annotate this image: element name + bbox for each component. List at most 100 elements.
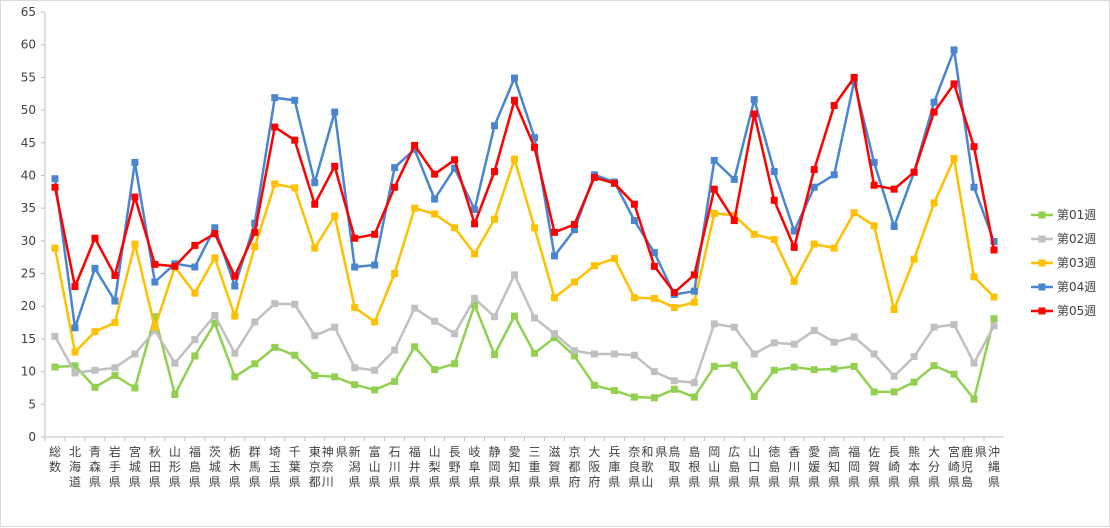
x-tick-label: 青森県	[89, 445, 101, 489]
data-point	[111, 372, 119, 380]
data-point	[311, 332, 319, 340]
data-point	[870, 388, 878, 396]
data-point	[491, 215, 499, 223]
data-point	[930, 98, 938, 106]
legend-label: 第03週	[1057, 256, 1096, 270]
series-5	[51, 73, 998, 296]
data-point	[331, 373, 339, 381]
data-point	[850, 333, 858, 341]
data-point	[351, 304, 359, 312]
x-tick-label: 愛知県	[509, 445, 521, 489]
svg-text:和歌山県: 和歌山県	[641, 445, 667, 489]
data-point	[610, 179, 618, 187]
data-point	[590, 350, 598, 358]
data-point	[610, 350, 618, 358]
data-point	[710, 185, 718, 193]
data-point	[311, 372, 319, 380]
data-point	[650, 394, 658, 402]
data-point	[610, 387, 618, 395]
data-point	[71, 369, 79, 377]
data-point	[211, 224, 219, 232]
data-point	[890, 306, 898, 313]
y-tick-label: 40	[21, 168, 36, 182]
data-point	[730, 323, 738, 331]
legend-label: 第04週	[1057, 280, 1096, 294]
data-point	[750, 392, 758, 400]
data-point	[471, 301, 479, 309]
data-point	[251, 318, 259, 326]
x-tick-label: 香川県	[788, 445, 800, 489]
data-point	[770, 196, 778, 204]
data-point	[650, 368, 658, 376]
legend-marker	[1038, 211, 1046, 219]
x-tick-label: 大分県	[928, 445, 940, 489]
series-line	[53, 48, 996, 330]
data-point	[131, 350, 139, 358]
data-point	[670, 289, 678, 296]
data-point	[770, 339, 778, 347]
data-point	[431, 195, 439, 203]
data-point	[391, 377, 399, 385]
data-point	[590, 173, 598, 181]
data-point	[151, 323, 159, 331]
svg-text:青森県: 青森県	[89, 445, 101, 489]
svg-text:徳島県: 徳島県	[768, 444, 780, 489]
data-point	[231, 312, 239, 320]
svg-text:大阪府: 大阪府	[588, 445, 600, 489]
y-tick-label: 65	[21, 5, 36, 19]
data-point	[191, 263, 199, 271]
y-tick-label: 15	[21, 332, 36, 346]
x-tick-label: 東京都	[309, 445, 321, 489]
x-tick-label: 山梨県	[429, 445, 441, 489]
x-tick-label: 奈良県	[628, 445, 640, 489]
svg-text:広島県: 広島県	[728, 445, 740, 489]
data-point	[391, 346, 399, 354]
data-point	[251, 219, 259, 227]
y-tick-label: 25	[21, 267, 36, 281]
x-tick-label: 福井県	[409, 444, 421, 489]
x-tick-label: 新潟県	[349, 444, 361, 489]
data-point	[351, 234, 359, 242]
legend-marker	[1038, 235, 1046, 243]
data-point	[830, 244, 838, 252]
x-tick-label: 兵庫県	[608, 445, 620, 489]
svg-text:岐阜県: 岐阜県	[469, 445, 481, 489]
data-point	[211, 230, 219, 238]
data-point	[111, 297, 119, 305]
data-point	[131, 384, 139, 392]
data-point	[810, 240, 818, 248]
data-point	[910, 353, 918, 361]
data-point	[630, 294, 638, 302]
data-point	[491, 122, 499, 130]
data-point	[570, 347, 578, 355]
data-point	[491, 351, 499, 359]
svg-text:愛媛県: 愛媛県	[808, 445, 820, 489]
svg-text:山口県: 山口県	[748, 445, 760, 489]
data-point	[910, 378, 918, 386]
data-point	[71, 324, 79, 332]
data-point	[371, 318, 379, 326]
data-point	[71, 348, 79, 356]
data-point	[550, 330, 558, 338]
legend-item: 第01週	[1031, 208, 1096, 222]
svg-text:岩手県: 岩手県	[109, 444, 121, 489]
data-point	[351, 364, 359, 372]
data-point	[710, 362, 718, 370]
data-point	[530, 134, 538, 142]
x-tick-label: 茨城県	[209, 445, 221, 489]
svg-text:北海道: 北海道	[69, 445, 81, 489]
svg-text:鹿児島県: 鹿児島県	[961, 444, 987, 489]
data-point	[550, 334, 558, 342]
data-point	[870, 222, 878, 230]
x-tick-label: 沖縄県	[988, 445, 1000, 489]
data-point	[910, 255, 918, 263]
data-point	[411, 343, 419, 351]
data-point	[970, 395, 978, 403]
data-point	[730, 217, 738, 225]
data-point	[870, 181, 878, 189]
data-point	[451, 164, 459, 172]
data-point	[570, 352, 578, 360]
data-point	[411, 304, 419, 312]
data-point	[530, 143, 538, 151]
